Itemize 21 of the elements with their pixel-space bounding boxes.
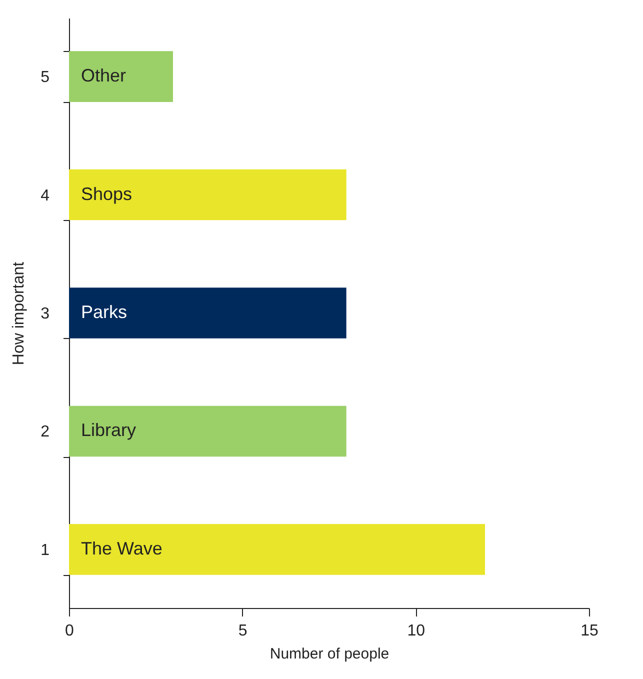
annotation: Parks	[81, 302, 128, 322]
x-tick-label: 10	[407, 622, 426, 640]
y-tick-label: 2	[40, 424, 50, 441]
y-tick-label: 4	[40, 187, 50, 204]
bar	[69, 524, 485, 575]
y-tick-label: 5	[40, 69, 50, 86]
x-axis-title: Number of people	[270, 646, 390, 662]
annotation: Other	[81, 66, 126, 86]
y-axis-title: How important	[10, 261, 28, 366]
x-tick-label: 15	[580, 622, 598, 640]
annotation: Shops	[81, 184, 132, 204]
bar	[69, 51, 173, 102]
bar	[69, 169, 346, 220]
bar	[69, 406, 346, 457]
x-tick-label: 5	[238, 622, 248, 640]
annotation: The Wave	[81, 538, 162, 558]
x-tick-label: 0	[65, 622, 74, 640]
y-tick-label: 1	[40, 542, 50, 559]
annotation: Library	[81, 420, 136, 440]
y-tick-label: 3	[40, 306, 50, 322]
bar	[69, 288, 346, 338]
